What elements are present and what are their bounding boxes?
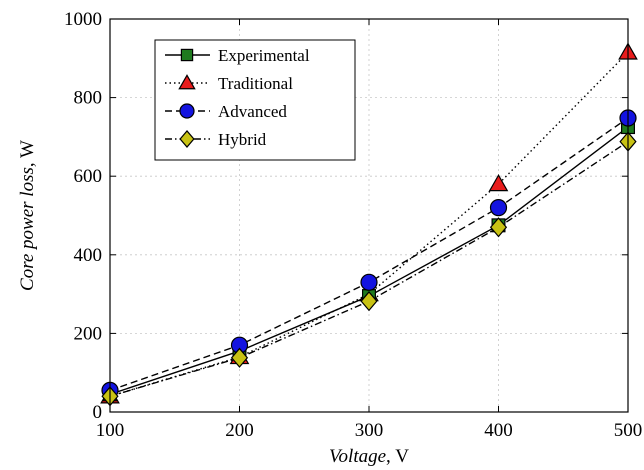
legend-marker-traditional <box>178 74 196 90</box>
x-tick-label: 400 <box>484 420 513 441</box>
x-axis-label-name: Voltage <box>329 446 386 467</box>
x-axis-label-unit: , V <box>386 446 409 467</box>
y-tick-label: 400 <box>74 245 103 266</box>
data-point-advanced <box>489 199 508 217</box>
legend-marker-hybrid <box>179 130 195 148</box>
data-point-hybrid <box>489 217 508 238</box>
data-point-hybrid <box>360 291 378 312</box>
x-axis-label: Voltage, V <box>329 446 409 467</box>
legend: Experimental Traditional Advanced Hybrid <box>154 39 356 161</box>
data-point-hybrid <box>230 347 249 368</box>
data-point-traditional <box>488 174 509 192</box>
legend-label-hybrid: Hybrid <box>218 130 267 149</box>
legend-marker-experimental <box>180 48 194 62</box>
legend-label-advanced: Advanced <box>218 102 287 121</box>
ticks: 100 200 300 400 500 0 200 400 600 800 1000 <box>64 9 642 441</box>
x-tick-label: 500 <box>614 420 643 441</box>
y-tick-label: 800 <box>74 88 103 109</box>
y-tick-label: 1000 <box>64 9 102 30</box>
data-point-advanced <box>360 273 378 291</box>
x-tick-label: 300 <box>355 420 384 441</box>
legend-marker-advanced <box>179 103 195 119</box>
legend-label-experimental: Experimental <box>218 46 310 65</box>
y-axis-label-name: Core power loss <box>17 167 38 291</box>
y-tick-label: 0 <box>93 402 103 423</box>
legend-label-traditional: Traditional <box>218 74 293 93</box>
y-axis-label-unit: , W <box>17 140 38 167</box>
y-axis-label: Core power loss, W <box>17 140 38 291</box>
y-tick-label: 600 <box>74 166 103 187</box>
y-tick-label: 200 <box>74 323 103 344</box>
x-tick-label: 200 <box>225 420 254 441</box>
x-tick-label: 100 <box>96 420 125 441</box>
